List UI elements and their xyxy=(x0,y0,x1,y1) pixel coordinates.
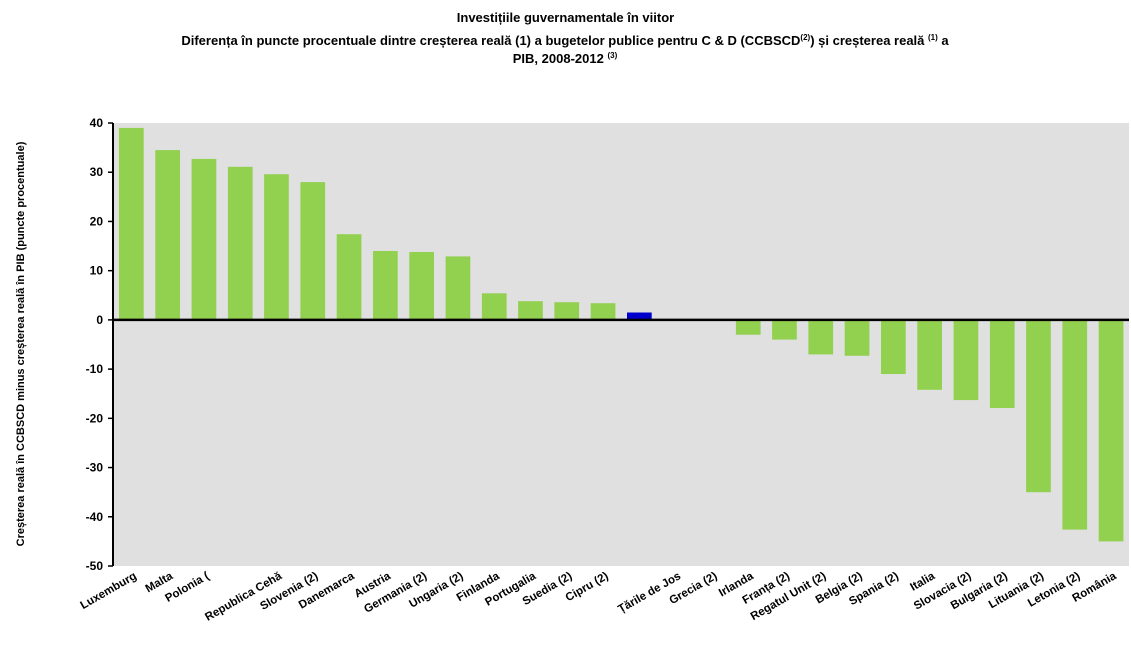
y-tick-label: -10 xyxy=(86,362,104,376)
bar-9 xyxy=(445,256,471,320)
bar-19 xyxy=(808,319,834,355)
y-tick-label: 30 xyxy=(90,165,104,179)
chart-title: Investițiile guvernamentale în viitor xyxy=(456,10,675,25)
y-tick-label: 20 xyxy=(90,214,104,228)
bar-8 xyxy=(409,252,434,320)
bar-6 xyxy=(336,234,362,320)
axes-group xyxy=(112,123,1129,566)
bar-3 xyxy=(227,166,253,320)
bar-24 xyxy=(989,319,1015,408)
bar-1 xyxy=(155,150,180,320)
bar-21 xyxy=(881,319,906,374)
y-tick-label: 40 xyxy=(90,116,104,130)
chart-subtitle: Diferența în puncte procentuale dintre c… xyxy=(181,33,949,66)
y-tick-label: 0 xyxy=(96,313,103,327)
bar-26 xyxy=(1062,319,1088,530)
y-tick-label: -40 xyxy=(86,510,104,524)
bar-4 xyxy=(264,174,289,320)
y-tick-label: 10 xyxy=(90,264,104,278)
bar-13 xyxy=(590,303,616,320)
bar-20 xyxy=(844,319,870,356)
y-tick-label: -30 xyxy=(86,461,104,475)
bar-14 xyxy=(627,312,652,320)
bar-22 xyxy=(917,319,942,390)
x-tick-label: Luxemburg xyxy=(79,570,139,612)
bar-2 xyxy=(191,158,217,320)
bar-27 xyxy=(1098,319,1124,542)
bar-23 xyxy=(953,319,979,401)
y-axis-label: Creșterea reală în CCBSCD minus creștere… xyxy=(15,141,27,546)
bar-10 xyxy=(481,293,507,320)
bars-group xyxy=(119,127,1124,542)
bar-11 xyxy=(518,301,543,320)
bar-7 xyxy=(373,251,398,320)
bar-17 xyxy=(735,319,761,335)
bar-5 xyxy=(300,182,326,320)
bar-12 xyxy=(554,302,580,320)
bar-18 xyxy=(772,319,797,340)
y-tick-label: -20 xyxy=(86,411,104,425)
y-ticks-group: 40 30 20 10 0 -10 -20 -30 -40 -50 xyxy=(86,116,113,573)
bar-25 xyxy=(1026,319,1051,493)
y-tick-label: -50 xyxy=(86,559,104,573)
bar-0 xyxy=(119,127,144,320)
